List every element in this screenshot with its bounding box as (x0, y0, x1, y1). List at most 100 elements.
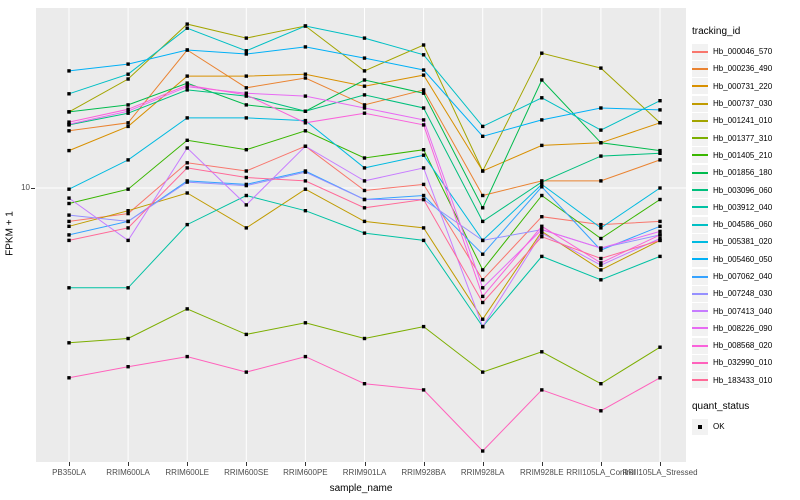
data-point (421, 123, 426, 127)
data-point (126, 62, 130, 66)
data-point (244, 226, 248, 230)
x-axis-tick-label: RRIM928BA (401, 468, 446, 477)
data-point (362, 111, 367, 115)
legend-item: Hb_007062_040 (692, 268, 798, 285)
data-point (362, 336, 367, 341)
data-point (599, 106, 603, 110)
data-point (67, 213, 71, 217)
data-point (658, 233, 662, 237)
legend-key-swatch (692, 78, 708, 95)
data-point (126, 211, 130, 216)
data-point (244, 93, 248, 97)
data-point (362, 56, 367, 60)
data-point (421, 73, 426, 77)
data-point (244, 86, 248, 90)
legend-item: Hb_001856_180 (692, 164, 798, 181)
legend-item-label: Hb_000737_030 (713, 99, 773, 109)
legend-item: Hb_001377_310 (692, 129, 798, 147)
legend-item: Hb_005381_020 (692, 233, 798, 250)
legend-key-swatch (692, 112, 708, 129)
data-point (421, 388, 426, 392)
data-point (421, 106, 426, 110)
data-point (421, 43, 426, 47)
legend-key-swatch (692, 147, 708, 164)
data-point (244, 103, 248, 107)
data-point (421, 68, 426, 72)
legend-item: Hb_183433_010 (692, 372, 798, 389)
legend-key-swatch (692, 95, 708, 112)
data-point (67, 69, 71, 73)
data-point (185, 74, 189, 78)
legend-item: Hb_005460_050 (692, 251, 798, 268)
legend-line-icon (692, 240, 708, 243)
x-axis-tick-label: RRIM901LA (342, 468, 387, 477)
legend-line-icon (692, 102, 708, 105)
data-point (126, 336, 130, 341)
data-point (244, 52, 248, 56)
data-point (244, 332, 248, 337)
legend-item-label: Hb_183433_010 (713, 375, 773, 385)
data-point (540, 185, 544, 189)
legend-item: Hb_000236_490 (692, 60, 798, 77)
x-axis-tick-label: RRII105LA_Control (566, 468, 636, 477)
legend-key-swatch (692, 372, 708, 389)
data-point (540, 254, 544, 259)
quant-ok-key (692, 418, 708, 435)
legend-item-label: Hb_032990_010 (713, 358, 773, 368)
x-axis-tick-mark (305, 462, 307, 466)
data-point (481, 124, 485, 129)
data-point (244, 193, 248, 198)
data-point (67, 129, 71, 133)
data-point (185, 166, 189, 170)
quant-status-block: quant_status OK (692, 401, 798, 435)
data-point (599, 261, 603, 265)
legend-line-icon (692, 223, 708, 226)
legend-item-label: Hb_007248_030 (713, 289, 773, 299)
legend-key-swatch (692, 199, 708, 216)
data-point (481, 317, 485, 321)
legend-item: Hb_032990_010 (692, 354, 798, 371)
legend-item: Hb_000046_570 (692, 43, 798, 60)
data-point (599, 179, 603, 183)
data-point (67, 201, 71, 206)
data-point (362, 231, 367, 235)
legend-line-icon (692, 206, 708, 209)
x-axis-tick-mark (600, 462, 602, 466)
legend-item: Hb_008568_020 (692, 337, 798, 354)
legend-line-icon (692, 275, 708, 278)
x-axis-tick-mark (246, 462, 248, 466)
data-point (126, 286, 130, 290)
legend-line-icon (692, 119, 708, 122)
legend-key-swatch (692, 43, 708, 60)
data-point (540, 388, 544, 392)
data-point (540, 143, 544, 148)
legend-line-icon (692, 344, 708, 347)
data-point (599, 236, 603, 241)
data-point (658, 345, 662, 349)
data-point (244, 203, 248, 207)
data-point (540, 193, 544, 198)
data-point (185, 48, 189, 52)
data-point (540, 231, 544, 235)
legend-item: Hb_003912_040 (692, 199, 798, 216)
legend-line-icon (692, 310, 708, 313)
data-point (362, 69, 367, 73)
data-point (421, 91, 426, 95)
data-point (481, 193, 485, 198)
data-point (185, 116, 189, 120)
data-point (540, 215, 544, 219)
data-point (244, 74, 248, 78)
data-point (67, 92, 71, 96)
data-point (362, 36, 367, 40)
legend-item-label: Hb_001377_310 (713, 133, 773, 143)
legend-line-icon (692, 327, 708, 330)
x-axis-tick-label: RRIM600PE (283, 468, 328, 477)
legend-entries: Hb_000046_570 Hb_000236_490 Hb_000731_220 H… (692, 43, 798, 389)
data-point (67, 219, 71, 224)
legend-item: Hb_000737_030 (692, 95, 798, 112)
x-axis-tick-label: RRIM600LA (106, 468, 150, 477)
legend-line-icon (692, 171, 708, 174)
data-point (185, 222, 189, 227)
legend-line-icon (692, 154, 708, 157)
data-point (362, 166, 367, 170)
